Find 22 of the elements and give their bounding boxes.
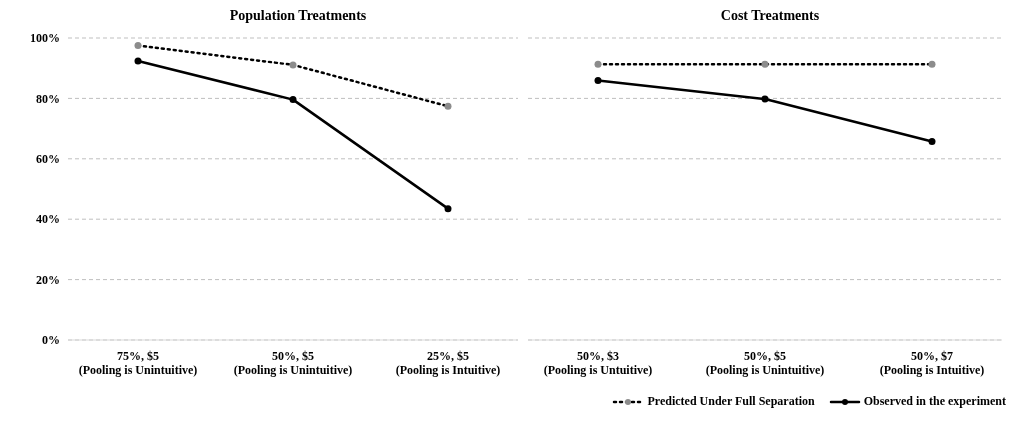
chart-title: Cost Treatments xyxy=(719,8,821,25)
point xyxy=(289,96,297,104)
x-tick-label: 50%, $3 (Pooling is Untuitive) xyxy=(543,349,653,377)
point xyxy=(134,57,142,65)
y-tick-label: 20% xyxy=(36,272,60,287)
point xyxy=(928,138,936,146)
y-tick-label: 80% xyxy=(36,91,60,106)
y-tick-label: 0% xyxy=(42,333,60,348)
x-tick-label: 75%, $5 (Pooling is Unintuitive) xyxy=(78,349,198,377)
chart-title: Population Treatments xyxy=(228,8,368,25)
y-tick-label: 100% xyxy=(30,31,60,46)
x-tick-label: 25%, $5 (Pooling is Intuitive) xyxy=(395,349,501,377)
point xyxy=(594,77,602,85)
point xyxy=(444,205,452,213)
point xyxy=(761,95,769,103)
x-tick-label: 50%, $7 (Pooling is Intuitive) xyxy=(879,349,985,377)
legend-label: Predicted Under Full Separation xyxy=(647,394,815,409)
y-tick-label: 40% xyxy=(36,212,60,227)
x-tick-label: 50%, $5 (Pooling is Unintuitive) xyxy=(705,349,825,377)
y-tick-label: 60% xyxy=(36,152,60,167)
legend-label: Observed in the experiment xyxy=(863,394,1006,409)
x-tick-label: 50%, $5 (Pooling is Unintuitive) xyxy=(233,349,353,377)
